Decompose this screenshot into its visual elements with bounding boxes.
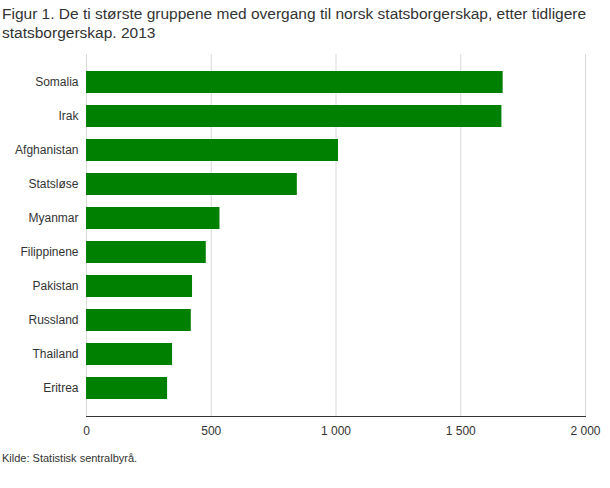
svg-text:Thailand: Thailand: [32, 347, 78, 361]
svg-text:Eritrea: Eritrea: [43, 381, 79, 395]
svg-text:Pakistan: Pakistan: [32, 279, 78, 293]
svg-text:Afghanistan: Afghanistan: [15, 143, 78, 157]
svg-text:500: 500: [201, 424, 221, 438]
html-text:Kilde: Statistisk sentralbyrå.: Kilde: Statistisk sentralbyrå.: [2, 452, 138, 464]
svg-text:Myanmar: Myanmar: [28, 211, 78, 225]
svg-text:1 500: 1 500: [446, 424, 476, 438]
svg-text:Russland: Russland: [28, 313, 78, 327]
svg-text:Irak: Irak: [58, 109, 79, 123]
svg-text:0: 0: [83, 424, 90, 438]
html-text:Figur 1. De ti største gruppen: Figur 1. De ti største gruppene med over…: [2, 5, 587, 41]
svg-text:Filippinene: Filippinene: [20, 245, 78, 259]
svg-text:1 000: 1 000: [321, 424, 351, 438]
svg-text:Somalia: Somalia: [35, 75, 79, 89]
svg-text:Statsløse: Statsløse: [28, 177, 78, 191]
svg-text:2 000: 2 000: [570, 424, 600, 438]
